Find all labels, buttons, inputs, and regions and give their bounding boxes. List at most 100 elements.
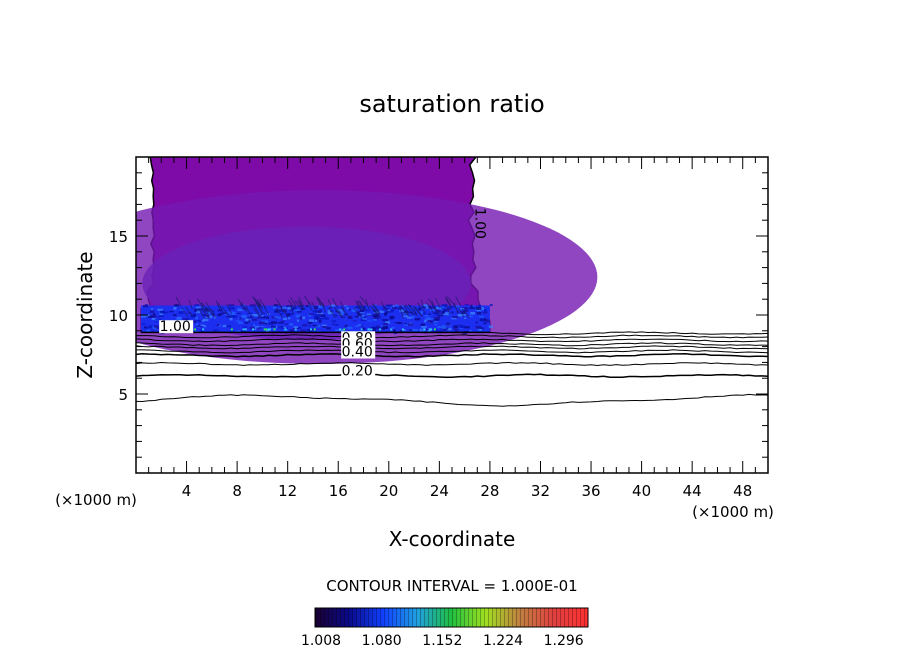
ice-speckle (197, 308, 203, 311)
ice-speckle (193, 308, 198, 312)
ice-speckle (463, 317, 467, 319)
ice-streak (287, 299, 296, 310)
ice-streak (307, 301, 313, 312)
y-axis-title: Z-coordinate (73, 251, 97, 378)
ice-speckle (156, 326, 161, 329)
ice-speckle (152, 326, 158, 330)
x-tick-label: 8 (232, 482, 242, 500)
ice-speckle (440, 312, 445, 315)
ice-speckle (388, 309, 391, 311)
ice-streak (372, 303, 380, 314)
ice-highlight (313, 328, 316, 331)
ice-streak (420, 299, 425, 310)
ice-speckle (425, 317, 431, 320)
ice-speckle (317, 312, 323, 315)
ice-speckle (488, 325, 494, 328)
ice-highlight (433, 328, 436, 331)
ice-speckle (372, 314, 378, 318)
ice-speckle (461, 312, 467, 316)
contour-line (136, 373, 768, 379)
ice-speckle (237, 308, 242, 311)
ice-speckle (215, 329, 220, 331)
contour-label-bg (159, 320, 194, 334)
ice-speckle (231, 312, 236, 315)
ice-speckle (373, 326, 378, 329)
ice-speckle (371, 329, 377, 333)
ice-speckle (469, 307, 476, 310)
ice-speckle (320, 318, 325, 320)
ice-speckle (381, 309, 385, 311)
ice-speckle (383, 320, 386, 322)
ice-speckle (423, 312, 427, 315)
ice-speckle (141, 323, 146, 325)
ice-streak (275, 298, 283, 309)
x-tick-label: 16 (329, 482, 348, 500)
ice-speckle (426, 306, 429, 309)
ice-speckle (392, 307, 397, 310)
ice-speckle (226, 325, 232, 328)
ice-speckle (249, 326, 255, 330)
ice-speckle (200, 329, 204, 332)
ice-streak (289, 304, 295, 315)
ice-streak (200, 302, 206, 313)
x-tick-label: 40 (632, 482, 651, 500)
ice-speckle (141, 314, 146, 318)
ice-streak (373, 308, 382, 319)
ice-speckle (327, 310, 331, 313)
ice-speckle (463, 310, 469, 312)
ice-streak (205, 306, 215, 317)
ice-speckle (249, 304, 256, 307)
ice-speckle (286, 305, 292, 308)
contour-label-bg (341, 364, 376, 378)
contour-label: 0.20 (342, 363, 373, 379)
ice-speckle (461, 311, 466, 314)
ice-speckle (436, 306, 439, 309)
ice-speckle (360, 318, 366, 322)
ice-speckle (308, 330, 313, 333)
ice-speckle (414, 318, 421, 321)
ice-highlight (401, 328, 404, 331)
x-tick-label: 20 (379, 482, 398, 500)
ice-speckle (317, 305, 323, 309)
ice-speckle (420, 323, 425, 326)
ice-speckle (452, 316, 459, 319)
ice-speckle (408, 311, 413, 313)
ice-speckle (235, 330, 241, 333)
ice-speckle (261, 315, 264, 317)
colorbar-bins (315, 608, 588, 627)
ice-speckle (351, 309, 357, 312)
ice-speckle (302, 316, 306, 320)
ice-speckle (446, 322, 451, 326)
ice-speckle (478, 304, 481, 307)
ice-speckle (229, 314, 235, 318)
ice-speckle (149, 310, 155, 313)
ice-speckle (459, 327, 463, 329)
contour-label: 1.00 (471, 208, 487, 239)
ice-speckle (157, 318, 162, 322)
ice-speckle (458, 324, 463, 326)
ice-speckle (260, 325, 265, 328)
ice-speckle (385, 320, 390, 324)
ice-speckle (237, 321, 244, 324)
ice-speckle (320, 314, 326, 317)
ice-speckle (287, 306, 292, 310)
ice-speckle (151, 317, 156, 320)
ice-streak (355, 300, 362, 311)
ice-speckle (261, 316, 267, 319)
ice-speckle (447, 308, 452, 310)
ice-speckle (264, 322, 268, 325)
ice-streak (275, 307, 283, 318)
ice-speckle (385, 304, 391, 306)
ice-speckle (455, 305, 460, 308)
ice-speckle (489, 304, 493, 306)
ice-speckle (175, 318, 182, 321)
ice-speckle (423, 304, 428, 307)
ice-streak (226, 303, 232, 314)
x-axis: 4 8 12 16 20 24 28 32 36 40 44 48 (148, 157, 756, 500)
ice-speckle (314, 319, 318, 322)
contour-line (489, 331, 768, 336)
ice-speckle (273, 304, 278, 307)
ice-speckle (294, 309, 300, 312)
ice-speckle (428, 313, 431, 315)
